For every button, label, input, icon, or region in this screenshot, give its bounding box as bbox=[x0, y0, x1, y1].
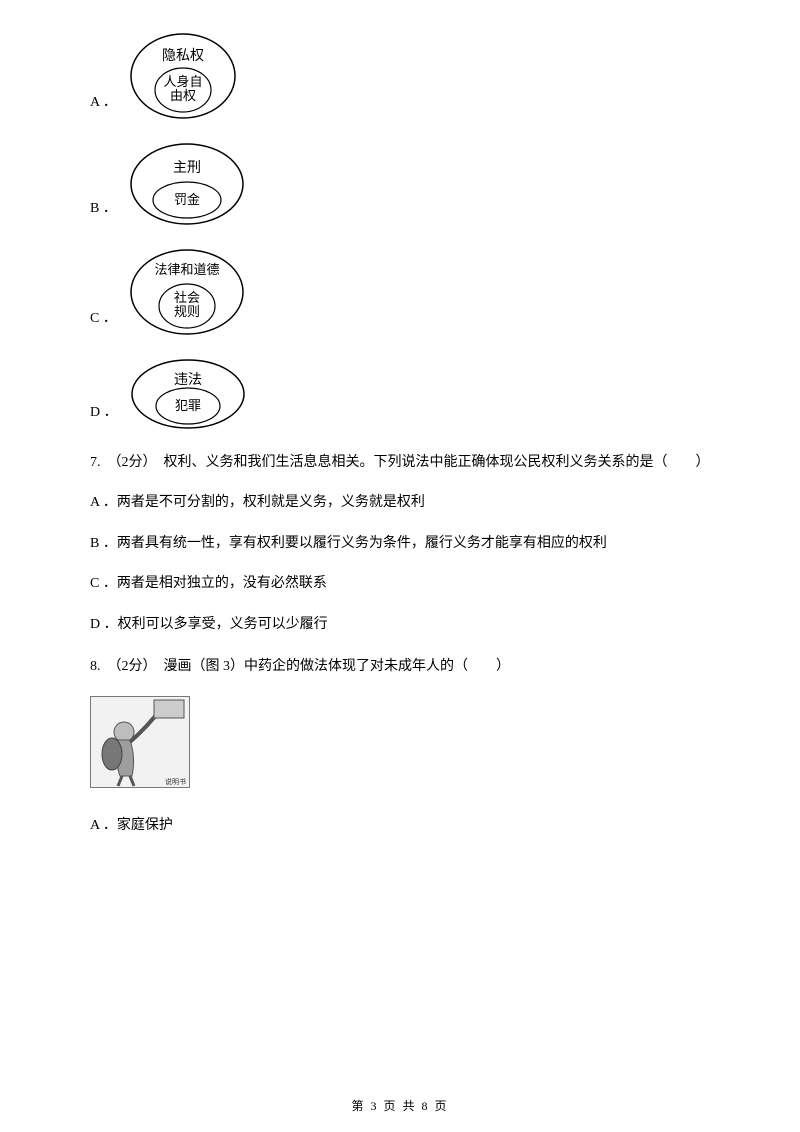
svg-text:法律和道德: 法律和道德 bbox=[154, 262, 219, 277]
svg-text:由权: 由权 bbox=[170, 88, 196, 103]
svg-text:罚金: 罚金 bbox=[174, 192, 200, 207]
q8-cartoon: 说明书 bbox=[90, 696, 710, 796]
venn-diagram-icon: 主刑罚金 bbox=[123, 140, 251, 228]
venn-option-row: A ．隐私权人身自由权 bbox=[90, 30, 710, 122]
q7-option-b: B ．两者具有统一性，享有权利要以履行义务为条件，履行义务才能享有相应的权利 bbox=[90, 533, 710, 555]
question-7-stem: 7. （2分） 权利、义务和我们生活息息相关。下列说法中能正确体现公民权利义务关… bbox=[90, 452, 710, 474]
option-letter: B ． bbox=[90, 198, 117, 228]
q8-option-a: A ．家庭保护 bbox=[90, 815, 710, 837]
svg-text:说明书: 说明书 bbox=[165, 777, 186, 786]
svg-text:规则: 规则 bbox=[174, 304, 200, 319]
option-letter: D ． bbox=[90, 402, 118, 432]
svg-text:隐私权: 隐私权 bbox=[162, 48, 204, 64]
option-letter: A ． bbox=[90, 92, 117, 122]
question-8-stem: 8. （2分） 漫画（图 3）中药企的做法体现了对未成年人的（ ） bbox=[90, 656, 710, 678]
svg-text:违法: 违法 bbox=[174, 372, 202, 388]
svg-text:社会: 社会 bbox=[174, 290, 200, 305]
venn-diagram-icon: 违法犯罪 bbox=[124, 356, 252, 432]
page-footer: 第 3 页 共 8 页 bbox=[0, 1097, 800, 1116]
q7-option-d: D ．权利可以多享受，义务可以少履行 bbox=[90, 614, 710, 636]
venn-option-row: C ．法律和道德社会规则 bbox=[90, 246, 710, 338]
q7-option-c: C ．两者是相对独立的，没有必然联系 bbox=[90, 573, 710, 595]
svg-text:人身自: 人身自 bbox=[163, 74, 202, 89]
venn-option-row: D ．违法犯罪 bbox=[90, 356, 710, 432]
venn-diagram-icon: 隐私权人身自由权 bbox=[123, 30, 243, 122]
venn-diagram-icon: 法律和道德社会规则 bbox=[123, 246, 251, 338]
q7-option-a: A ．两者是不可分割的，权利就是义务，义务就是权利 bbox=[90, 492, 710, 514]
venn-option-row: B ．主刑罚金 bbox=[90, 140, 710, 228]
svg-text:主刑: 主刑 bbox=[173, 160, 201, 176]
option-letter: C ． bbox=[90, 308, 117, 338]
svg-text:犯罪: 犯罪 bbox=[175, 398, 201, 413]
